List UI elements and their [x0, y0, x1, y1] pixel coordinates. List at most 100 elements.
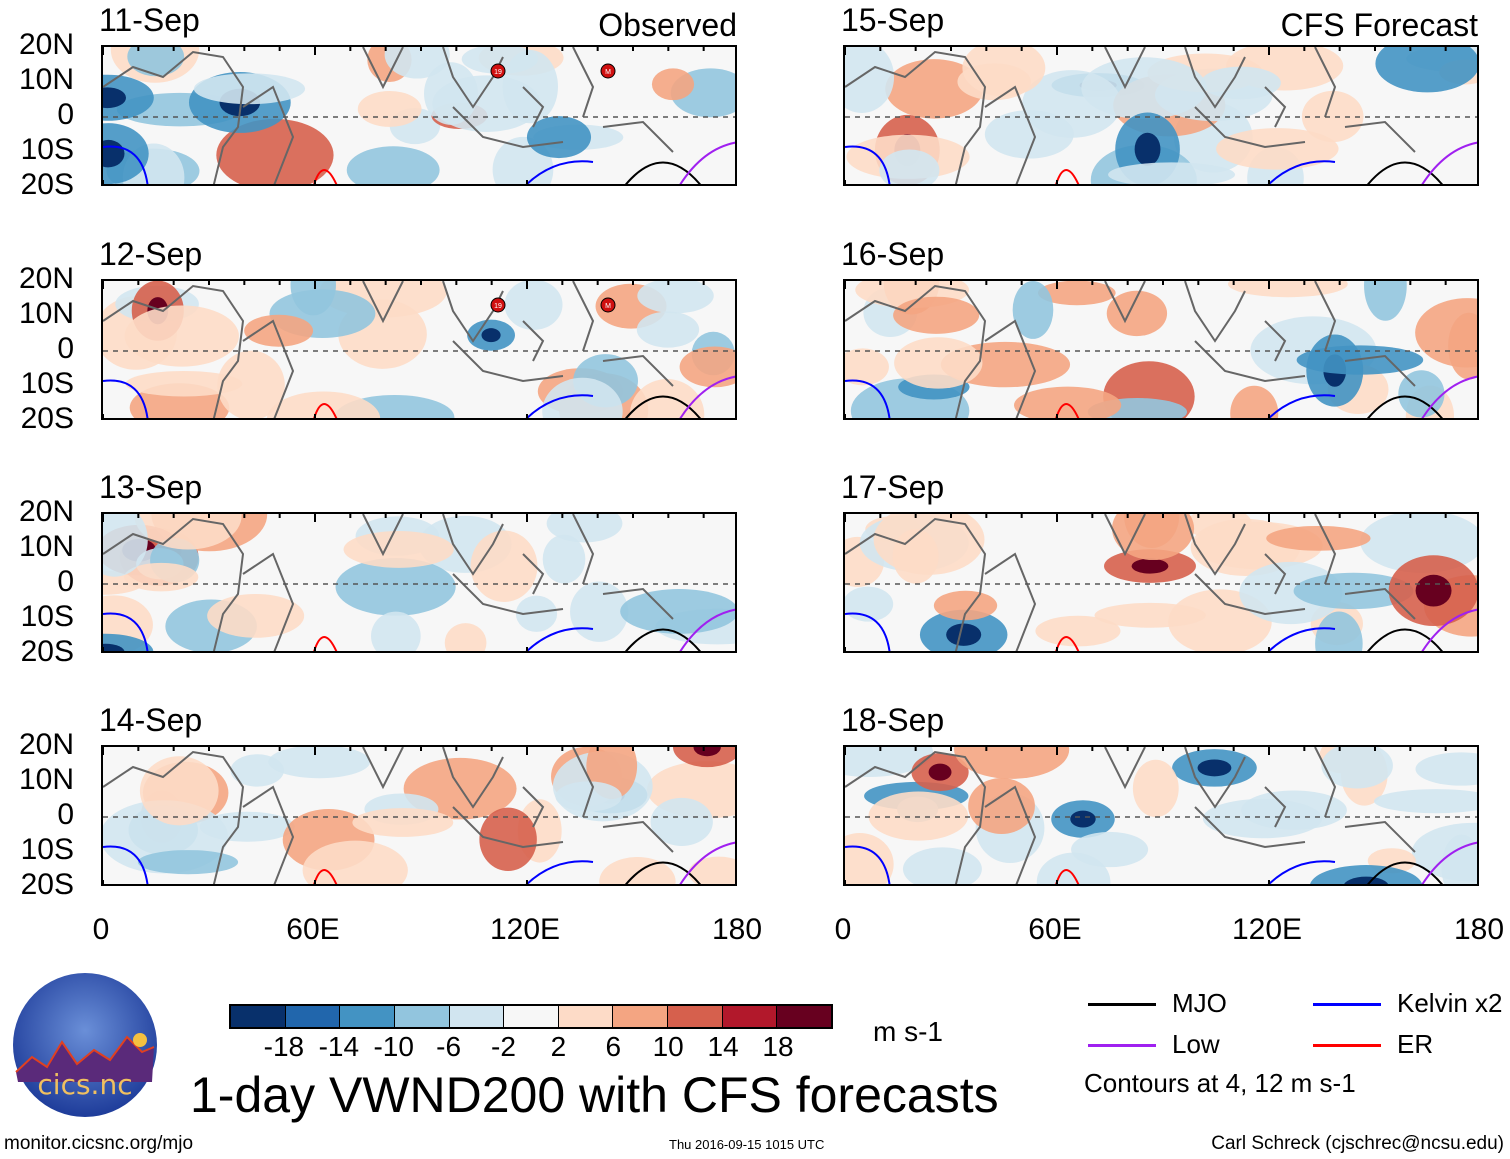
y-axis-label: 10S: [20, 133, 74, 166]
anomaly-blob: [984, 110, 1074, 159]
anomaly-blob: [1108, 162, 1235, 184]
colorbar-tick-label: 6: [605, 1031, 622, 1062]
wave-contour: [1367, 161, 1443, 184]
tropical-storm-icon: M: [600, 63, 616, 79]
colorbar-swatch: [340, 1006, 395, 1027]
anomaly-blob: [103, 123, 149, 184]
anomaly-blob: [620, 589, 735, 634]
anomaly-blob: [371, 611, 421, 651]
anomaly-blob: [933, 590, 998, 621]
anomaly-blob: [650, 797, 713, 846]
wave-contour: [1367, 395, 1443, 418]
anomaly-blob: [444, 623, 487, 651]
wave-contour: [845, 145, 891, 184]
anomaly-blob: [1071, 831, 1149, 868]
legend-label: Kelvin x2: [1397, 988, 1503, 1018]
y-axis-label: 0: [57, 98, 74, 131]
anomaly-blob: [542, 534, 586, 584]
anomaly-blob: [1112, 514, 1195, 561]
footer-author: Carl Schreck (cjschrec@ncsu.edu): [1211, 1133, 1504, 1154]
anomaly-blob: [343, 531, 454, 568]
wave-contour: [625, 628, 701, 651]
footer-url[interactable]: monitor.cicsnc.org/mjo: [4, 1133, 194, 1154]
anomaly-blob: [103, 514, 148, 577]
colorbar-tick-label: -14: [318, 1031, 360, 1062]
wave-contour: [679, 375, 735, 418]
vwnd-anomaly-field: [103, 747, 735, 884]
y-axis-label: 0: [57, 332, 74, 365]
panel-date: 12-Sep: [99, 236, 203, 272]
anomaly-blob: [1202, 798, 1323, 839]
wave-contour: [679, 608, 735, 651]
anomaly-blob: [125, 370, 243, 397]
wave-contour: [625, 161, 701, 184]
wave-contour: [1055, 169, 1080, 184]
svg-text:19: 19: [494, 69, 502, 76]
anomaly-blob: [968, 778, 1035, 834]
colorbar-swatch: [558, 1006, 614, 1027]
footer-timestamp: Thu 2016-09-15 1015 UTC: [669, 1137, 825, 1152]
colorbar-tick-label: 14: [707, 1031, 739, 1062]
y-axis-label: 10N: [18, 763, 74, 796]
anomaly-blob: [515, 595, 558, 632]
colorbar-swatch: [449, 1006, 505, 1027]
anomaly-blob: [542, 377, 623, 418]
contour-note: Contours at 4, 12 m s-1: [1084, 1068, 1356, 1098]
anomaly-core: [481, 328, 501, 343]
anomaly-blob: [892, 529, 939, 584]
anomaly-blob: [688, 856, 735, 884]
coastlines: [103, 747, 674, 884]
panel-date: 15-Sep: [841, 2, 945, 38]
map-panel-12-sep: 19 M: [101, 279, 737, 420]
wave-contour: [1367, 628, 1443, 651]
anomaly-core: [1070, 810, 1096, 828]
anomaly-blob: [1293, 572, 1414, 610]
y-axis-label: 0: [57, 565, 74, 598]
svg-text:M: M: [605, 303, 611, 310]
wave-contour: [1267, 860, 1336, 884]
vwnd-anomaly-field: [845, 47, 1477, 184]
wave-contour: [103, 379, 149, 418]
wave-contour: [625, 395, 701, 418]
colorbar-swatch: [394, 1006, 450, 1027]
legend-label: ER: [1397, 1029, 1434, 1059]
anomaly-blob: [479, 807, 537, 872]
anomaly-blob: [1106, 290, 1168, 337]
svg-text:M: M: [605, 69, 611, 76]
tropical-storm-icon: 19: [490, 63, 506, 79]
anomaly-blob: [1441, 834, 1477, 884]
colorbar-swatch: [722, 1006, 778, 1027]
y-axis-label: 20S: [20, 402, 74, 435]
anomaly-blob: [193, 73, 306, 105]
anomaly-blob: [1132, 759, 1179, 818]
anomaly-blob: [1228, 281, 1348, 298]
anomaly-blob: [504, 281, 563, 330]
colorbar-tick-label: -2: [491, 1031, 516, 1062]
x-axis-label: 0: [834, 913, 852, 946]
map-panel-13-sep: [101, 512, 737, 653]
anomaly-blob: [845, 833, 894, 884]
y-axis-label: 10S: [20, 600, 74, 633]
anomaly-blob: [139, 756, 219, 826]
wave-contour: [525, 394, 594, 418]
anomaly-core: [946, 623, 982, 646]
y-axis-label: 0: [57, 798, 74, 831]
wave-contour: [625, 861, 701, 884]
wave-contour: [525, 860, 594, 884]
anomaly-blob: [346, 146, 440, 184]
map-panel-16-sep: [843, 279, 1479, 420]
anomaly-blob: [1321, 747, 1393, 789]
wave-contour: [1367, 861, 1443, 884]
y-axis-label: 10S: [20, 367, 74, 400]
colorbar-tick-label: 18: [762, 1031, 794, 1062]
y-axis-label: 20N: [18, 728, 74, 761]
coastlines: [845, 747, 1416, 884]
y-axis-label: 10S: [20, 833, 74, 866]
anomaly-blob: [335, 558, 456, 616]
x-axis-label: 180: [1453, 913, 1505, 946]
y-axis-label: 10N: [18, 530, 74, 563]
anomaly-blob: [1310, 865, 1423, 884]
anomaly-blob: [570, 581, 629, 642]
vwnd-anomaly-field: 19 M: [103, 47, 735, 184]
